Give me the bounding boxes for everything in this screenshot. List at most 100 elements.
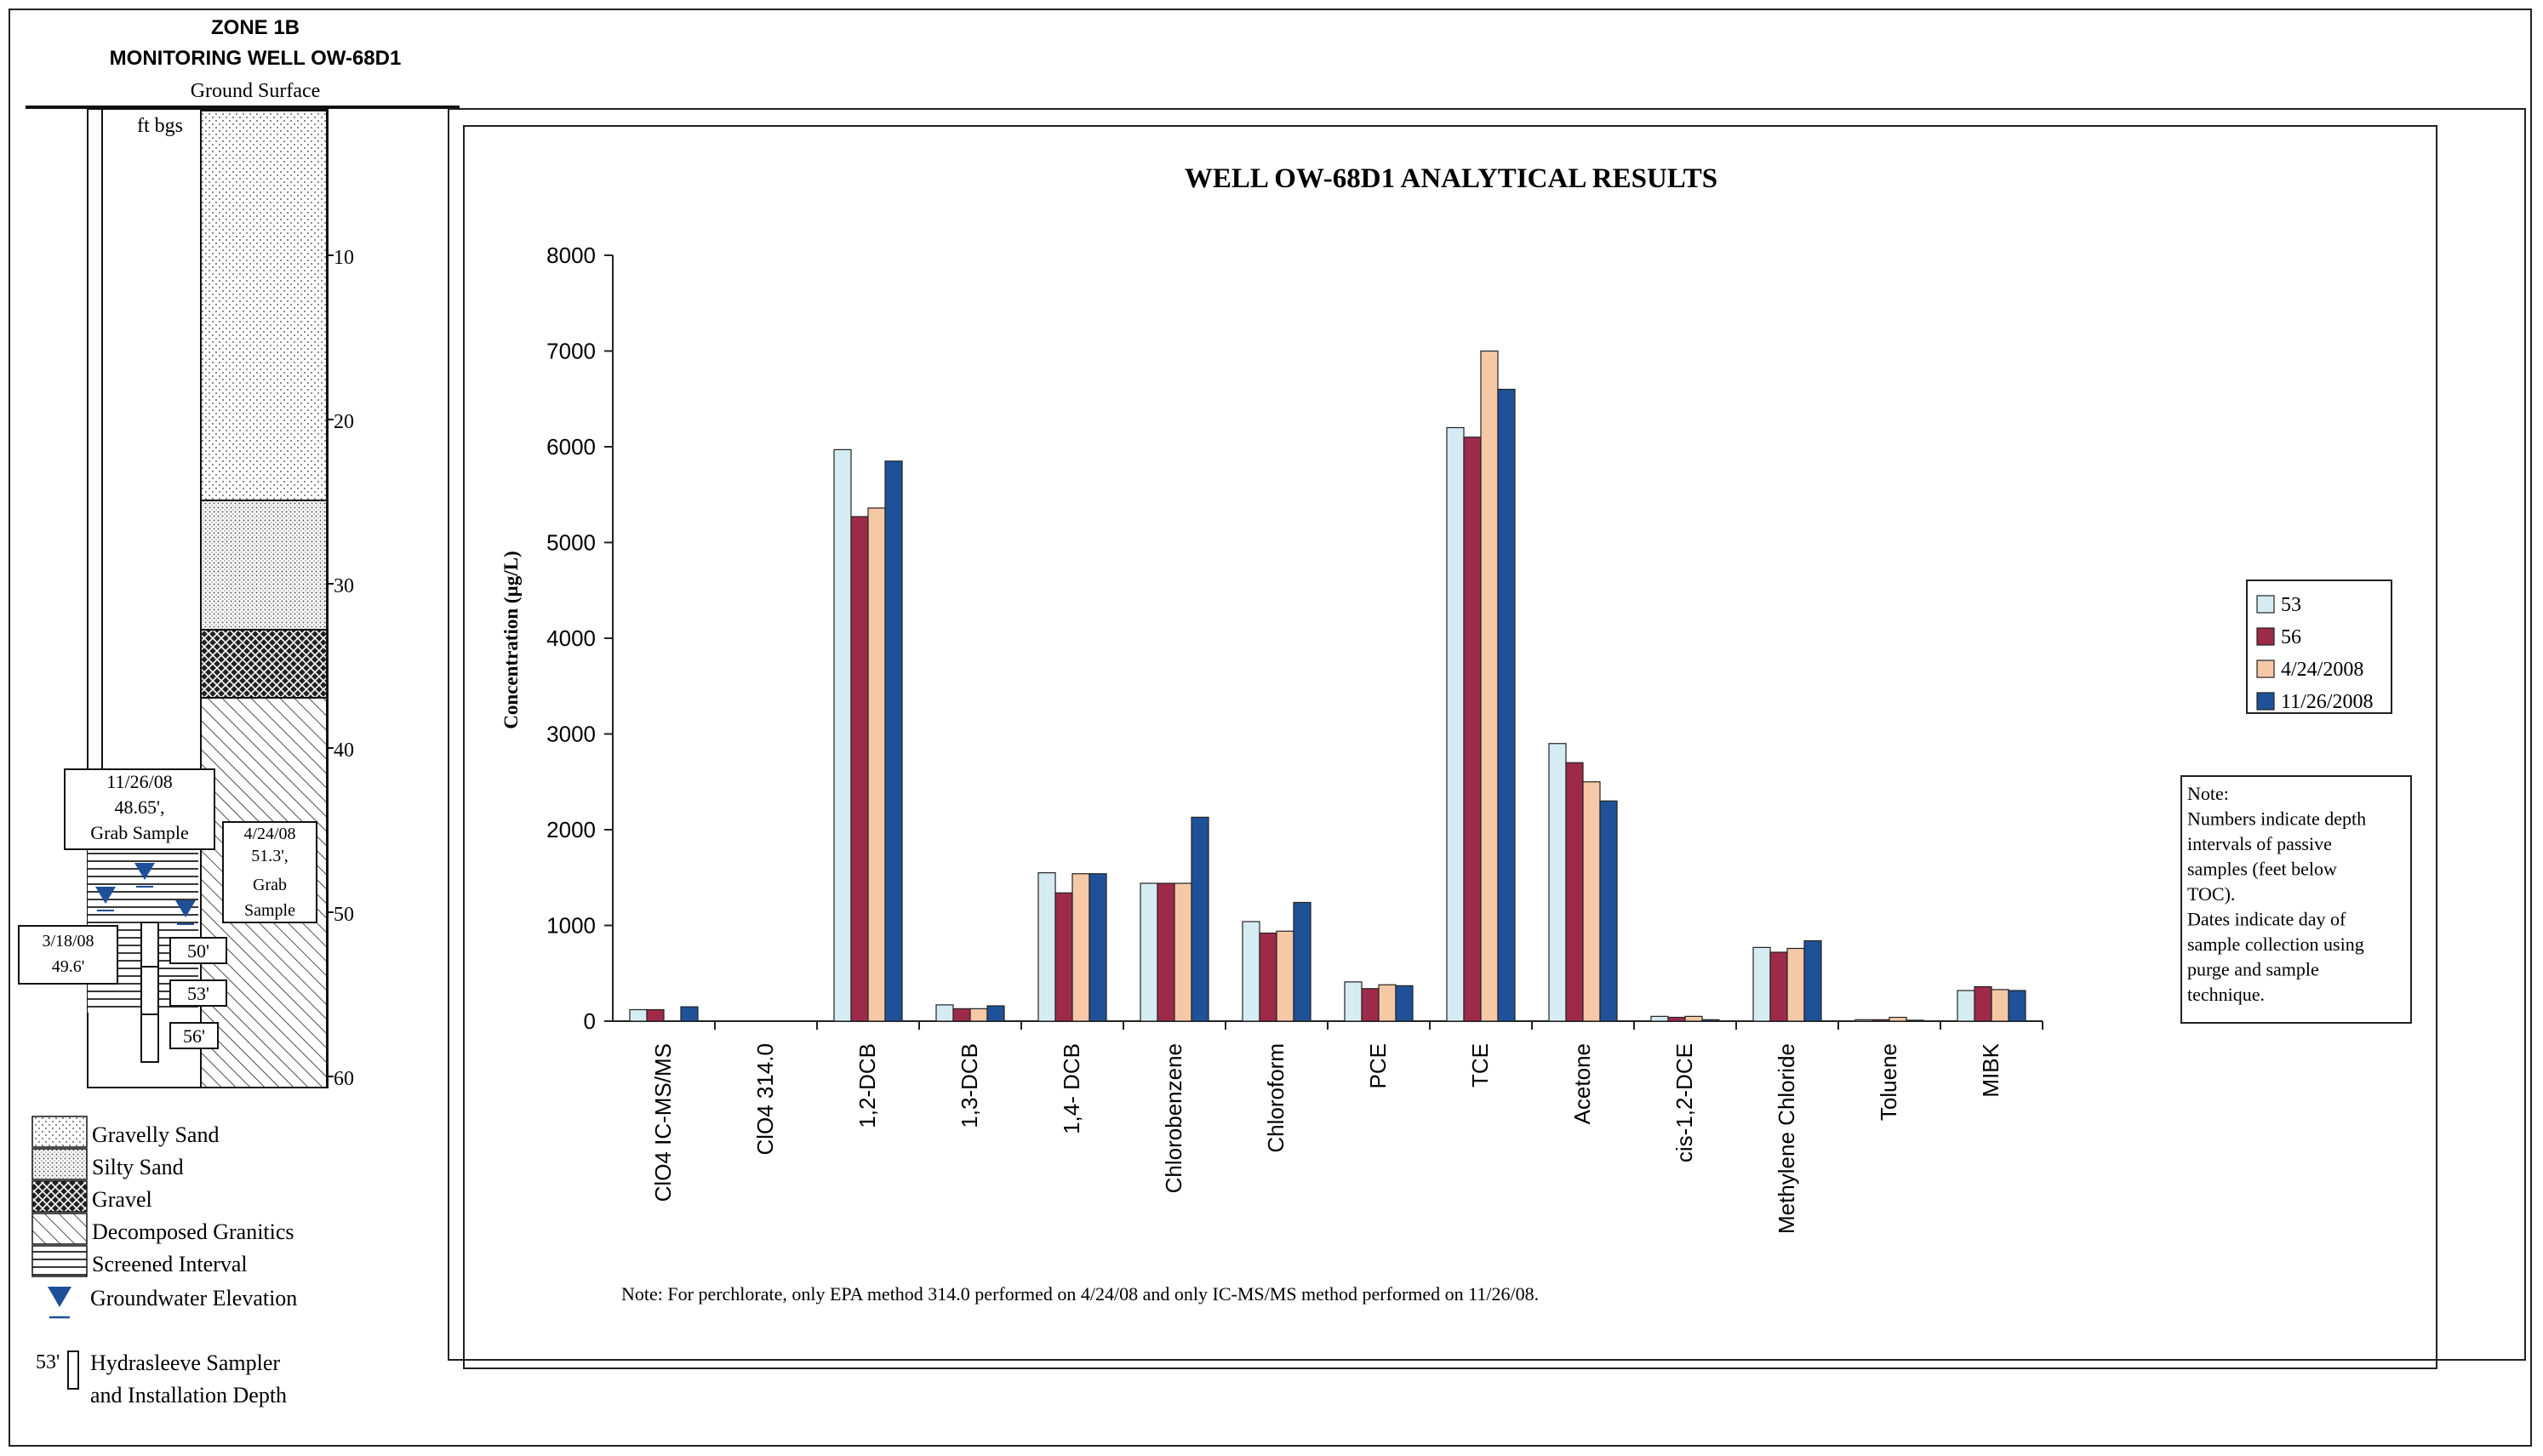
legend-swatch <box>2256 692 2275 711</box>
legend-label-gravelly-sand: Gravelly Sand <box>92 1122 219 1147</box>
legend-swatch-gravel <box>31 1180 88 1213</box>
groundwater-marker <box>175 900 196 925</box>
sampler-depth-53: 53' <box>187 983 209 1004</box>
legend-label: 53 <box>2281 594 2301 616</box>
x-tick-label: Methylene Chloride <box>1774 1043 1799 1234</box>
callout-mar-depth: 49.6' <box>52 957 85 976</box>
bar <box>1991 989 2009 1022</box>
x-tick-label: Chlorobenzene <box>1161 1043 1186 1193</box>
bar <box>1344 981 1363 1022</box>
sampler-depth-56: 56' <box>183 1025 205 1047</box>
chart-inner-frame <box>463 125 2437 1369</box>
layer-silty-sand <box>200 500 328 631</box>
legend-swatch-decomposed-granitics <box>31 1213 88 1245</box>
bar <box>1650 1015 1669 1022</box>
x-tick-label: ClO4 IC-MS/MS <box>650 1043 676 1202</box>
well-log-legend: Gravelly Sand Silty Sand Gravel Decompos… <box>31 1116 297 1407</box>
callout-apr-line3: Grab <box>253 876 287 894</box>
legend-label-gravel: Gravel <box>92 1187 152 1212</box>
bar <box>1565 762 1584 1022</box>
bar <box>1071 873 1090 1022</box>
y-tick-label: 8000 <box>546 243 596 268</box>
bar <box>1786 947 1805 1022</box>
callout-nov-depth: 48.65', <box>115 797 165 818</box>
bar <box>850 516 869 1022</box>
note-line: samples (feet below <box>2187 859 2337 880</box>
bar <box>1906 1019 1924 1022</box>
bar <box>1037 872 1056 1022</box>
hydrasleeve-sampler-icon <box>67 1350 79 1390</box>
chart-footnote: Note: For perchlorate, only EPA method 3… <box>621 1283 1539 1305</box>
bar <box>952 1008 971 1022</box>
y-tick-label: 0 <box>584 1008 596 1034</box>
note-line: TOC). <box>2187 883 2235 905</box>
bar <box>986 1005 1005 1022</box>
callout-apr <box>222 821 317 923</box>
x-tick-label: cis-1,2-DCE <box>1672 1043 1697 1162</box>
bar <box>1463 437 1482 1022</box>
layer-gravelly-sand <box>200 110 328 501</box>
x-tick-label: Toluene <box>1876 1043 1901 1121</box>
x-tick-label: MIBK <box>1978 1042 2003 1097</box>
note-line: Numbers indicate depth <box>2187 808 2366 830</box>
well-log-title: MONITORING WELL OW-68D1 <box>110 47 402 70</box>
bar <box>1599 800 1618 1022</box>
legend-swatch-screened-interval <box>31 1245 88 1277</box>
y-tick-label: 2000 <box>546 817 596 842</box>
bar <box>1854 1019 1873 1022</box>
groundwater-marker <box>95 887 116 911</box>
y-axis-label: Concentration (µg/L) <box>500 551 522 728</box>
depth-tick-label: 60 <box>334 1068 354 1090</box>
bar <box>646 1008 665 1022</box>
bar <box>1872 1019 1890 1022</box>
bar <box>1769 951 1788 1022</box>
well-log-zone: ZONE 1B <box>211 16 300 39</box>
x-tick-label: TCE <box>1467 1043 1493 1088</box>
bar <box>1089 873 1107 1022</box>
bar <box>1157 882 1175 1022</box>
y-tick-label: 7000 <box>546 339 596 364</box>
callout-mar-date: 3/18/08 <box>42 932 94 951</box>
bar <box>2008 990 2026 1022</box>
callout-nov-type: Grab Sample <box>90 822 188 843</box>
x-tick-label: Chloroform <box>1263 1043 1289 1153</box>
bar <box>1140 882 1158 1022</box>
note-line: purge and sample <box>2187 959 2319 980</box>
y-tick-label: 3000 <box>546 722 596 747</box>
legend-label-silty-sand: Silty Sand <box>92 1155 184 1179</box>
legend-label-groundwater-elevation: Groundwater Elevation <box>90 1286 297 1310</box>
bar <box>1293 901 1312 1022</box>
bar <box>1054 892 1073 1022</box>
depth-tick-label: 50 <box>334 904 354 926</box>
ground-surface-label: Ground Surface <box>191 80 321 102</box>
x-tick-label: 1,2-DCB <box>854 1043 880 1128</box>
legend-label-decomposed-granitics: Decomposed Granitics <box>92 1219 294 1244</box>
depth-tick-label: 40 <box>334 739 354 762</box>
callout-mar <box>18 925 118 985</box>
bar <box>1667 1016 1686 1022</box>
bar <box>1480 350 1499 1022</box>
depth-tick-group: 10 20 30 40 50 60 <box>327 247 354 1090</box>
legend-swatch-gravelly-sand <box>31 1116 88 1148</box>
groundwater-elevation-icon <box>48 1287 71 1319</box>
bar <box>1259 932 1277 1022</box>
callout-nov-date: 11/26/08 <box>106 771 172 792</box>
x-tick-label: PCE <box>1365 1043 1391 1088</box>
bar <box>1446 426 1465 1022</box>
bar <box>629 1008 648 1022</box>
note-line: Note: <box>2187 783 2229 804</box>
bar <box>1497 388 1516 1022</box>
bar <box>1889 1016 1907 1022</box>
plot-area: 0 1000 2000 3000 4000 5000 6000 7000 8000 ClO4 IC… <box>546 243 2043 1234</box>
bar <box>833 448 852 1022</box>
bar <box>1242 921 1260 1022</box>
layer-gravel <box>200 629 328 699</box>
callout-nov <box>64 768 215 850</box>
bar <box>1191 816 1209 1022</box>
bar <box>1684 1015 1703 1022</box>
bar <box>1974 985 1992 1022</box>
chart-title: WELL OW-68D1 ANALYTICAL RESULTS <box>1185 163 1717 194</box>
note-line: technique. <box>2187 984 2265 1005</box>
legend-swatch-silty-sand <box>31 1148 88 1180</box>
bar <box>1395 985 1414 1022</box>
